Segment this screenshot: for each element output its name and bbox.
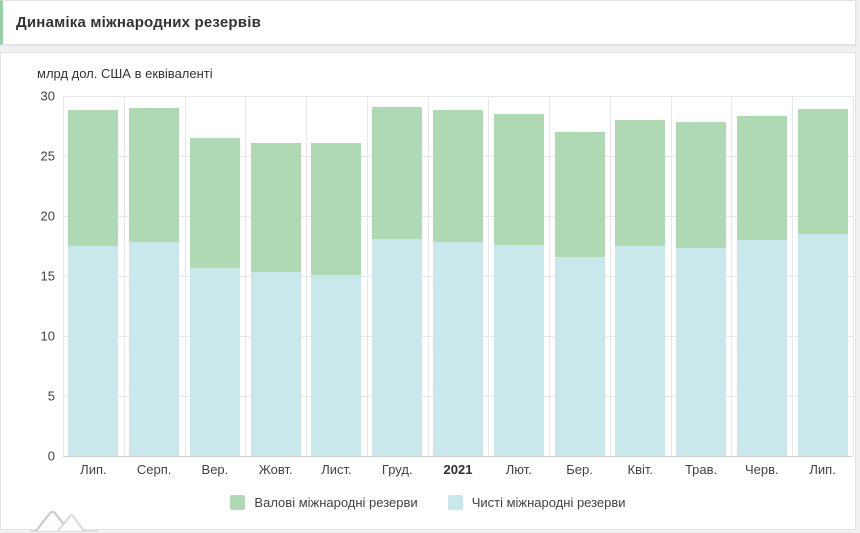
bar-group [676,96,727,456]
x-axis-label: 2021 [443,462,473,477]
net-reserves-bar-segment[interactable] [736,240,787,456]
v-gridline [670,96,672,456]
bar-group [554,96,605,456]
x-axis-label: Трав. [684,462,718,477]
legend-item-net[interactable]: Чисті міжнародні резерви [447,495,626,510]
h-gridline [63,456,853,457]
net-reserves-bar-segment[interactable] [68,246,119,456]
chart-unit-label: млрд дол. США в еквіваленті [37,66,213,81]
plot-area [63,96,854,457]
legend-label-net: Чисті міжнародні резерви [471,495,626,510]
v-gridline [63,96,64,456]
v-gridline [184,96,186,456]
x-axis-label: Груд. [381,462,413,477]
bar-group [189,96,240,456]
net-reserves-swatch-icon [447,495,463,510]
bar-group [250,96,301,456]
x-axis-label: Серп. [136,462,172,477]
y-axis-tick-label: 5 [47,388,55,404]
bar-group [736,96,787,456]
net-reserves-bar-segment[interactable] [493,244,544,456]
v-gridline [123,96,125,456]
gross-reserves-bar-segment[interactable] [433,110,483,243]
net-reserves-bar-segment[interactable] [311,274,362,456]
gross-reserves-bar-segment[interactable] [189,138,240,268]
bar-group [433,96,483,456]
chart-card: млрд дол. США в еквіваленті 0 5 10 15 20 25 30… [0,52,856,532]
bar-group [493,96,544,456]
gross-reserves-bar-segment[interactable] [372,106,423,239]
y-axis-tick-label: 30 [40,88,55,104]
gross-reserves-bar-segment[interactable] [676,122,727,249]
net-reserves-bar-segment[interactable] [676,248,727,456]
v-gridline [245,96,247,456]
net-reserves-bar-segment[interactable] [189,267,240,456]
v-gridline [609,96,611,456]
bar-group [372,96,423,456]
bar-group [129,96,180,456]
v-gridline [306,96,308,456]
x-axis-label: Лист. [321,462,352,477]
v-gridline [488,96,490,456]
legend-label-gross: Валові міжнародні резерви [254,495,418,510]
y-axis-tick-label: 0 [47,448,55,464]
x-axis-label: Квіт. [627,462,654,477]
gross-reserves-bar-segment[interactable] [250,142,301,273]
gross-reserves-bar-segment[interactable] [554,132,605,257]
gross-reserves-bar-segment[interactable] [68,110,119,246]
net-reserves-bar-segment[interactable] [250,272,301,456]
x-axis-label: Лип. [80,462,107,477]
x-axis-label: Жовт. [258,462,293,477]
x-axis-label: Вер. [201,462,229,477]
gross-reserves-bar-segment[interactable] [736,116,787,240]
chart-legend: Валові міжнародні резерви Чисті міжнарод… [1,495,855,510]
v-gridline [792,96,794,456]
v-gridline [731,96,733,456]
bar-group [68,96,119,456]
y-axis-tick-label: 15 [40,268,55,284]
v-gridline [853,96,854,456]
gross-reserves-swatch-icon [230,495,246,510]
net-reserves-bar-segment[interactable] [797,234,848,456]
net-reserves-bar-segment[interactable] [433,242,483,456]
bar-group [615,96,666,456]
gross-reserves-bar-segment[interactable] [493,114,544,245]
gross-reserves-bar-segment[interactable] [797,109,848,234]
v-gridline [427,96,429,456]
bar-group [311,96,362,456]
gross-reserves-bar-segment[interactable] [129,108,180,243]
v-gridline [366,96,368,456]
page-title: Динаміка міжнародних резервів [16,14,262,31]
x-axis-label: Черв. [745,462,779,477]
net-reserves-bar-segment[interactable] [129,242,180,456]
net-reserves-bar-segment[interactable] [615,246,666,456]
x-axis-label: Бер. [566,462,593,477]
gross-reserves-bar-segment[interactable] [311,142,362,275]
net-reserves-bar-segment[interactable] [372,238,423,456]
gross-reserves-bar-segment[interactable] [615,120,666,246]
net-reserves-bar-segment[interactable] [554,256,605,456]
x-axis-label: Лют. [505,462,532,477]
y-axis-tick-label: 25 [40,148,55,164]
y-axis-tick-label: 10 [40,328,55,344]
h-gridline [63,96,853,97]
chart-area: 0 5 10 15 20 25 30 Лип. Серп. Вер. Жовт. Лист. Груд… [1,53,855,529]
bar-group [797,96,848,456]
x-axis-label: Лип. [809,462,836,477]
panel-header: Динаміка міжнародних резервів [0,0,856,45]
legend-item-gross[interactable]: Валові міжнародні резерви [230,495,418,510]
y-axis-tick-label: 20 [40,208,55,224]
v-gridline [549,96,551,456]
